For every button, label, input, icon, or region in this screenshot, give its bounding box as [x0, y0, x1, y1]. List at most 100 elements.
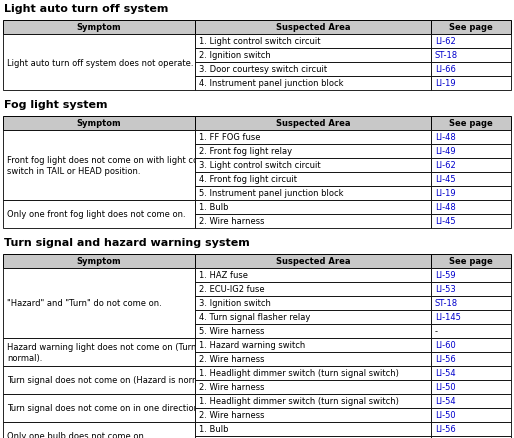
- Text: 5. Wire harness: 5. Wire harness: [199, 327, 265, 336]
- Bar: [3, 35, 195, 91]
- Bar: [431, 380, 511, 394]
- Text: LI-53: LI-53: [435, 285, 455, 294]
- Bar: [195, 145, 431, 159]
- Bar: [195, 422, 431, 436]
- Bar: [431, 352, 511, 366]
- Text: 3. Ignition switch: 3. Ignition switch: [199, 299, 271, 308]
- Text: LI-50: LI-50: [435, 383, 455, 392]
- Text: 5. Instrument panel junction block: 5. Instrument panel junction block: [199, 189, 343, 198]
- Text: LI-59: LI-59: [435, 271, 455, 280]
- Bar: [195, 283, 431, 297]
- Text: Hazard warning light does not come on (Turn is
normal).: Hazard warning light does not come on (T…: [7, 342, 206, 362]
- Text: 2. Wire harness: 2. Wire harness: [199, 217, 265, 226]
- Bar: [3, 394, 195, 422]
- Bar: [195, 215, 431, 229]
- Text: ST-18: ST-18: [435, 299, 458, 308]
- Text: LI-62: LI-62: [435, 161, 455, 170]
- Bar: [195, 49, 431, 63]
- Bar: [431, 21, 511, 35]
- Text: LI-62: LI-62: [435, 37, 455, 46]
- Bar: [3, 268, 195, 338]
- Bar: [195, 187, 431, 201]
- Text: Light auto turn off system does not operate.: Light auto turn off system does not oper…: [7, 58, 193, 67]
- Text: Turn signal does not come on (Hazard is normal).: Turn signal does not come on (Hazard is …: [7, 376, 213, 385]
- Text: 1. HAZ fuse: 1. HAZ fuse: [199, 271, 248, 280]
- Bar: [3, 366, 195, 394]
- Bar: [195, 394, 431, 408]
- Text: Turn signal does not come on in one direction.: Turn signal does not come on in one dire…: [7, 403, 201, 413]
- Bar: [431, 159, 511, 173]
- Text: LI-45: LI-45: [435, 217, 455, 226]
- Text: 2. Wire harness: 2. Wire harness: [199, 383, 265, 392]
- Text: "Hazard" and "Turn" do not come on.: "Hazard" and "Turn" do not come on.: [7, 299, 162, 308]
- Text: Only one front fog light does not come on.: Only one front fog light does not come o…: [7, 210, 186, 219]
- Bar: [431, 187, 511, 201]
- Bar: [431, 173, 511, 187]
- Text: 1. FF FOG fuse: 1. FF FOG fuse: [199, 133, 261, 142]
- Bar: [431, 408, 511, 422]
- Text: 2. Ignition switch: 2. Ignition switch: [199, 51, 271, 60]
- Text: Suspected Area: Suspected Area: [276, 24, 350, 32]
- Text: 3. Light control switch circuit: 3. Light control switch circuit: [199, 161, 321, 170]
- Text: 2. Wire harness: 2. Wire harness: [199, 410, 265, 420]
- Bar: [195, 297, 431, 310]
- Bar: [431, 338, 511, 352]
- Bar: [431, 77, 511, 91]
- Text: LI-48: LI-48: [435, 133, 455, 142]
- Text: LI-56: LI-56: [435, 424, 455, 434]
- Text: LI-54: LI-54: [435, 396, 455, 406]
- Text: LI-60: LI-60: [435, 341, 455, 350]
- Bar: [431, 268, 511, 283]
- Bar: [195, 21, 431, 35]
- Bar: [195, 352, 431, 366]
- Text: Front fog light does not come on with light control
switch in TAIL or HEAD posit: Front fog light does not come on with li…: [7, 155, 217, 176]
- Text: Light auto turn off system: Light auto turn off system: [4, 4, 169, 14]
- Text: LI-50: LI-50: [435, 410, 455, 420]
- Bar: [195, 201, 431, 215]
- Text: 2. Front fog light relay: 2. Front fog light relay: [199, 147, 292, 156]
- Bar: [195, 436, 431, 438]
- Text: LI-49: LI-49: [435, 147, 455, 156]
- Bar: [195, 324, 431, 338]
- Text: 2. ECU-IG2 fuse: 2. ECU-IG2 fuse: [199, 285, 265, 294]
- Bar: [3, 201, 195, 229]
- Bar: [195, 338, 431, 352]
- Text: Symptom: Symptom: [77, 257, 121, 266]
- Text: Symptom: Symptom: [77, 119, 121, 128]
- Text: 1. Headlight dimmer switch (turn signal switch): 1. Headlight dimmer switch (turn signal …: [199, 396, 399, 406]
- Bar: [431, 201, 511, 215]
- Text: 2. Wire harness: 2. Wire harness: [199, 355, 265, 364]
- Bar: [431, 131, 511, 145]
- Text: 1. Hazard warning switch: 1. Hazard warning switch: [199, 341, 305, 350]
- Text: See page: See page: [449, 257, 493, 266]
- Bar: [431, 215, 511, 229]
- Bar: [431, 145, 511, 159]
- Bar: [3, 338, 195, 366]
- Text: Turn signal and hazard warning system: Turn signal and hazard warning system: [4, 237, 250, 247]
- Bar: [195, 310, 431, 324]
- Text: See page: See page: [449, 119, 493, 128]
- Bar: [431, 254, 511, 268]
- Bar: [431, 35, 511, 49]
- Text: 1. Light control switch circuit: 1. Light control switch circuit: [199, 37, 321, 46]
- Bar: [195, 408, 431, 422]
- Bar: [431, 366, 511, 380]
- Bar: [431, 422, 511, 436]
- Bar: [3, 131, 195, 201]
- Bar: [195, 77, 431, 91]
- Bar: [195, 380, 431, 394]
- Bar: [3, 422, 195, 438]
- Text: 4. Instrument panel junction block: 4. Instrument panel junction block: [199, 79, 343, 88]
- Bar: [431, 49, 511, 63]
- Text: Symptom: Symptom: [77, 24, 121, 32]
- Bar: [431, 394, 511, 408]
- Text: 3. Door courtesy switch circuit: 3. Door courtesy switch circuit: [199, 65, 327, 74]
- Text: Suspected Area: Suspected Area: [276, 257, 350, 266]
- Bar: [431, 310, 511, 324]
- Text: Suspected Area: Suspected Area: [276, 119, 350, 128]
- Bar: [3, 254, 195, 268]
- Text: 1. Bulb: 1. Bulb: [199, 203, 229, 212]
- Bar: [431, 297, 511, 310]
- Text: Fog light system: Fog light system: [4, 100, 107, 110]
- Text: LI-145: LI-145: [435, 313, 461, 322]
